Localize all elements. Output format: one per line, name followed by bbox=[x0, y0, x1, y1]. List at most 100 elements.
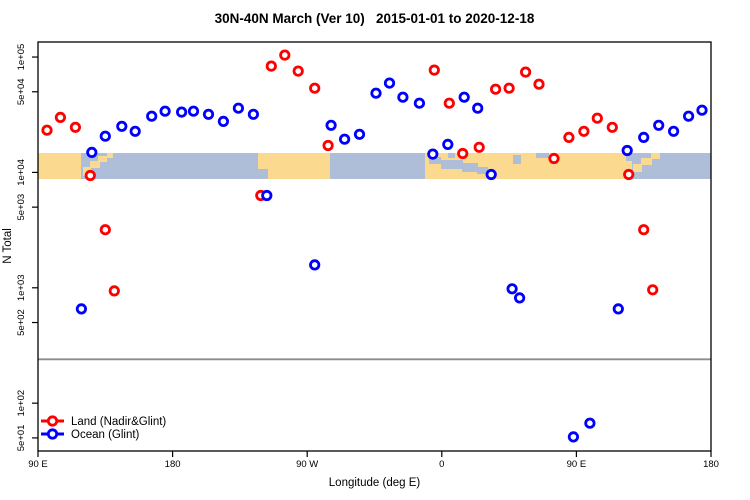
land-point bbox=[606, 121, 618, 133]
ocean-point bbox=[370, 87, 382, 99]
land-point bbox=[84, 169, 96, 182]
land-point bbox=[279, 49, 291, 61]
x-tick-label: 90 E bbox=[28, 459, 48, 470]
map-ocean-rect bbox=[258, 169, 268, 179]
map-ocean-rect bbox=[462, 163, 478, 172]
land-point bbox=[623, 168, 635, 181]
x-axis-title: Longitude (deg E) bbox=[329, 477, 421, 489]
land-point bbox=[563, 131, 575, 143]
land-point bbox=[428, 64, 440, 76]
ocean-point bbox=[261, 189, 273, 202]
ocean-point bbox=[309, 259, 321, 271]
ocean-point bbox=[247, 108, 259, 120]
y-tick-label: 1e+02 bbox=[16, 390, 27, 417]
ocean-point bbox=[99, 130, 111, 142]
ocean-point bbox=[682, 110, 695, 122]
map-ocean-rect bbox=[513, 155, 521, 164]
map-land-rect bbox=[633, 164, 642, 172]
land-point bbox=[108, 285, 120, 297]
y-axis: 1e+05 5e+04 1e+04 5e+03 1e+03 5e+02 1e+02 5e+01 bbox=[16, 44, 38, 452]
land-point bbox=[309, 82, 321, 94]
ocean-point bbox=[187, 105, 200, 117]
legend-item-land: Land (Nadir&Glint) bbox=[41, 415, 166, 428]
map-land-rect bbox=[38, 153, 81, 179]
map-land-rect bbox=[641, 158, 652, 165]
map-land-rect bbox=[98, 156, 107, 162]
land-point bbox=[99, 224, 111, 236]
ocean-point bbox=[397, 91, 409, 103]
map-land-rect bbox=[258, 153, 330, 179]
legend-ocean-label: Ocean (Glint) bbox=[71, 429, 140, 441]
y-tick-label: 5e+01 bbox=[16, 425, 27, 452]
y-tick-label: 5e+02 bbox=[16, 309, 27, 336]
ocean-point bbox=[159, 105, 171, 117]
legend: Land (Nadir&Glint) Ocean (Glint) bbox=[41, 415, 166, 441]
ocean-point bbox=[353, 128, 366, 140]
world-map-strip bbox=[38, 153, 711, 179]
land-point bbox=[54, 111, 67, 124]
x-tick-label: 0 bbox=[439, 459, 444, 470]
ocean-point bbox=[427, 148, 439, 160]
ocean-point bbox=[217, 115, 229, 128]
land-point bbox=[519, 66, 532, 78]
ocean-point bbox=[116, 120, 128, 132]
x-tick-label: 180 bbox=[165, 459, 181, 470]
ocean-point bbox=[86, 146, 98, 158]
ocean-point bbox=[638, 131, 650, 143]
x-tick-label: 90 E bbox=[567, 459, 587, 470]
legend-ocean-circle-icon bbox=[46, 428, 59, 440]
ocean-point bbox=[146, 110, 158, 122]
ocean-point bbox=[506, 283, 518, 295]
ocean-point bbox=[485, 168, 497, 181]
ocean-point bbox=[442, 138, 454, 150]
ocean-point bbox=[458, 91, 470, 103]
land-point bbox=[322, 139, 334, 152]
land-point bbox=[638, 224, 650, 236]
y-tick-label: 1e+05 bbox=[16, 44, 27, 71]
y-tick-label: 1e+03 bbox=[16, 274, 27, 301]
legend-land-label: Land (Nadir&Glint) bbox=[71, 416, 166, 428]
map-land-rect bbox=[651, 153, 660, 159]
ocean-point bbox=[513, 292, 526, 304]
plot-box bbox=[37, 41, 712, 452]
ocean-point bbox=[667, 125, 680, 137]
map-ocean-rect bbox=[429, 157, 441, 164]
land-point bbox=[265, 60, 277, 72]
map-ocean-rect bbox=[448, 153, 455, 158]
ocean-point bbox=[129, 125, 141, 137]
chart-title: 30N-40N March (Ver 10) 2015-01-01 to 202… bbox=[215, 11, 535, 26]
x-tick-label: 180 bbox=[703, 459, 719, 470]
land-point bbox=[69, 121, 82, 133]
ocean-point bbox=[413, 97, 425, 109]
ocean-point bbox=[176, 106, 188, 118]
ocean-point bbox=[472, 102, 484, 114]
scatter-points bbox=[41, 49, 708, 443]
legend-land-circle-icon bbox=[46, 415, 59, 427]
map-ocean-rect bbox=[626, 153, 633, 161]
land-point bbox=[548, 152, 560, 165]
land-point bbox=[533, 78, 545, 90]
land-point bbox=[473, 141, 485, 153]
land-point bbox=[292, 65, 304, 77]
land-point bbox=[457, 147, 469, 160]
land-point bbox=[503, 82, 515, 94]
y-tick-label: 5e+04 bbox=[16, 78, 27, 105]
ocean-point bbox=[567, 431, 580, 443]
land-point bbox=[647, 284, 659, 296]
ocean-point bbox=[338, 133, 351, 145]
land-point bbox=[578, 125, 590, 137]
land-point bbox=[591, 112, 603, 124]
ocean-point bbox=[584, 417, 596, 429]
legend-item-ocean: Ocean (Glint) bbox=[41, 428, 140, 441]
map-land-rect bbox=[107, 153, 113, 158]
map-ocean-rect bbox=[536, 153, 549, 158]
ocean-point bbox=[75, 303, 88, 315]
x-tick-label: 90 W bbox=[296, 459, 318, 470]
y-tick-label: 5e+03 bbox=[16, 194, 27, 221]
x-axis: 90 E 180 90 W 0 90 E 180 bbox=[28, 451, 719, 470]
map-land-rect bbox=[90, 161, 100, 168]
y-axis-title: N Total bbox=[2, 228, 14, 264]
land-point bbox=[41, 124, 53, 136]
